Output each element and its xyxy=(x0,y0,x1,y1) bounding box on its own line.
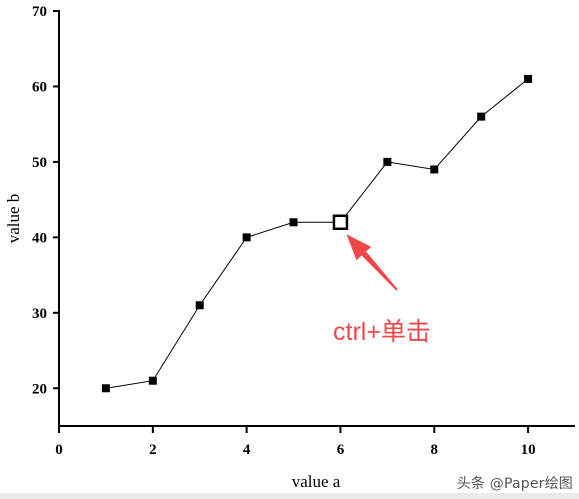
x-ticks: 0 2 4 6 8 10 xyxy=(55,426,536,458)
x-tick-label: 6 xyxy=(337,442,345,458)
x-tick-label: 0 xyxy=(55,442,63,458)
watermark: 头条 @Paper绘图 xyxy=(456,476,573,492)
y-tick-label: 50 xyxy=(32,155,47,171)
x-tick-label: 8 xyxy=(431,442,439,458)
axes: 20 30 40 50 60 70 0 2 4 6 8 10 xyxy=(32,4,575,458)
data-point xyxy=(195,301,204,310)
y-tick-label: 30 xyxy=(32,306,47,322)
data-point xyxy=(101,384,110,393)
y-tick-label: 70 xyxy=(32,4,47,20)
data-point xyxy=(148,376,157,385)
x-axis-title: value a xyxy=(292,472,341,491)
y-tick-label: 20 xyxy=(32,381,47,397)
bottom-strip xyxy=(0,493,579,499)
data-point xyxy=(477,112,486,121)
annotation-arrow xyxy=(346,234,398,291)
data-point xyxy=(289,218,298,227)
data-points xyxy=(101,74,533,393)
y-tick-label: 60 xyxy=(32,79,47,95)
data-point xyxy=(242,233,251,242)
annotation-text: ctrl+单击 xyxy=(333,318,431,346)
x-tick-label: 2 xyxy=(149,442,157,458)
selected-point xyxy=(332,214,349,231)
annotation: ctrl+单击 xyxy=(333,234,431,346)
x-tick-label: 10 xyxy=(521,442,536,458)
y-ticks: 20 30 40 50 60 70 xyxy=(32,4,59,397)
data-point xyxy=(524,74,533,83)
series-line xyxy=(105,78,529,389)
y-tick-label: 40 xyxy=(32,230,47,246)
data-point xyxy=(383,157,392,166)
x-tick-label: 4 xyxy=(243,442,251,458)
data-point xyxy=(430,165,439,174)
y-axis-title: value b xyxy=(4,194,23,244)
